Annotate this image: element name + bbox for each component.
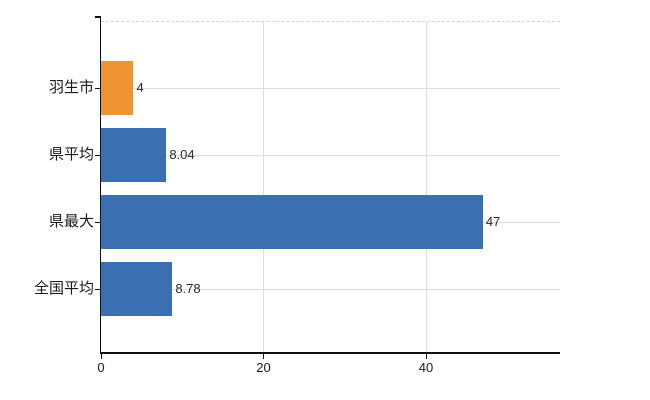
y-tick — [95, 155, 100, 156]
y-axis-spine — [99, 16, 101, 354]
y-tick — [95, 222, 100, 223]
x-tick-label: 20 — [256, 360, 271, 375]
bar — [101, 128, 167, 182]
value-label: 47 — [485, 214, 501, 229]
y-tick — [95, 289, 100, 290]
h-gridline — [101, 88, 560, 89]
value-label: 4 — [136, 80, 144, 95]
h-gridline — [101, 289, 560, 290]
v-gridline — [425, 21, 427, 352]
bar — [101, 61, 134, 115]
x-tick — [263, 353, 265, 359]
x-tick-label: 0 — [97, 360, 105, 375]
category-label: 羽生市 — [48, 79, 94, 96]
x-tick — [101, 353, 102, 359]
bar — [101, 195, 483, 249]
y-tick — [95, 88, 100, 89]
h-gridline — [101, 155, 560, 156]
bar — [101, 262, 173, 316]
x-tick — [425, 353, 427, 359]
x-tick-label: 40 — [418, 360, 434, 375]
category-label: 全国平均 — [33, 280, 94, 297]
x-axis-spine — [99, 352, 560, 354]
plot-top-border — [101, 21, 560, 22]
value-label: 8.78 — [175, 281, 201, 296]
category-label: 県平均 — [48, 146, 94, 163]
value-label: 8.04 — [169, 147, 195, 162]
category-label: 県最大 — [48, 213, 94, 230]
v-gridline — [263, 21, 265, 352]
y-axis-top-tick — [95, 16, 101, 18]
